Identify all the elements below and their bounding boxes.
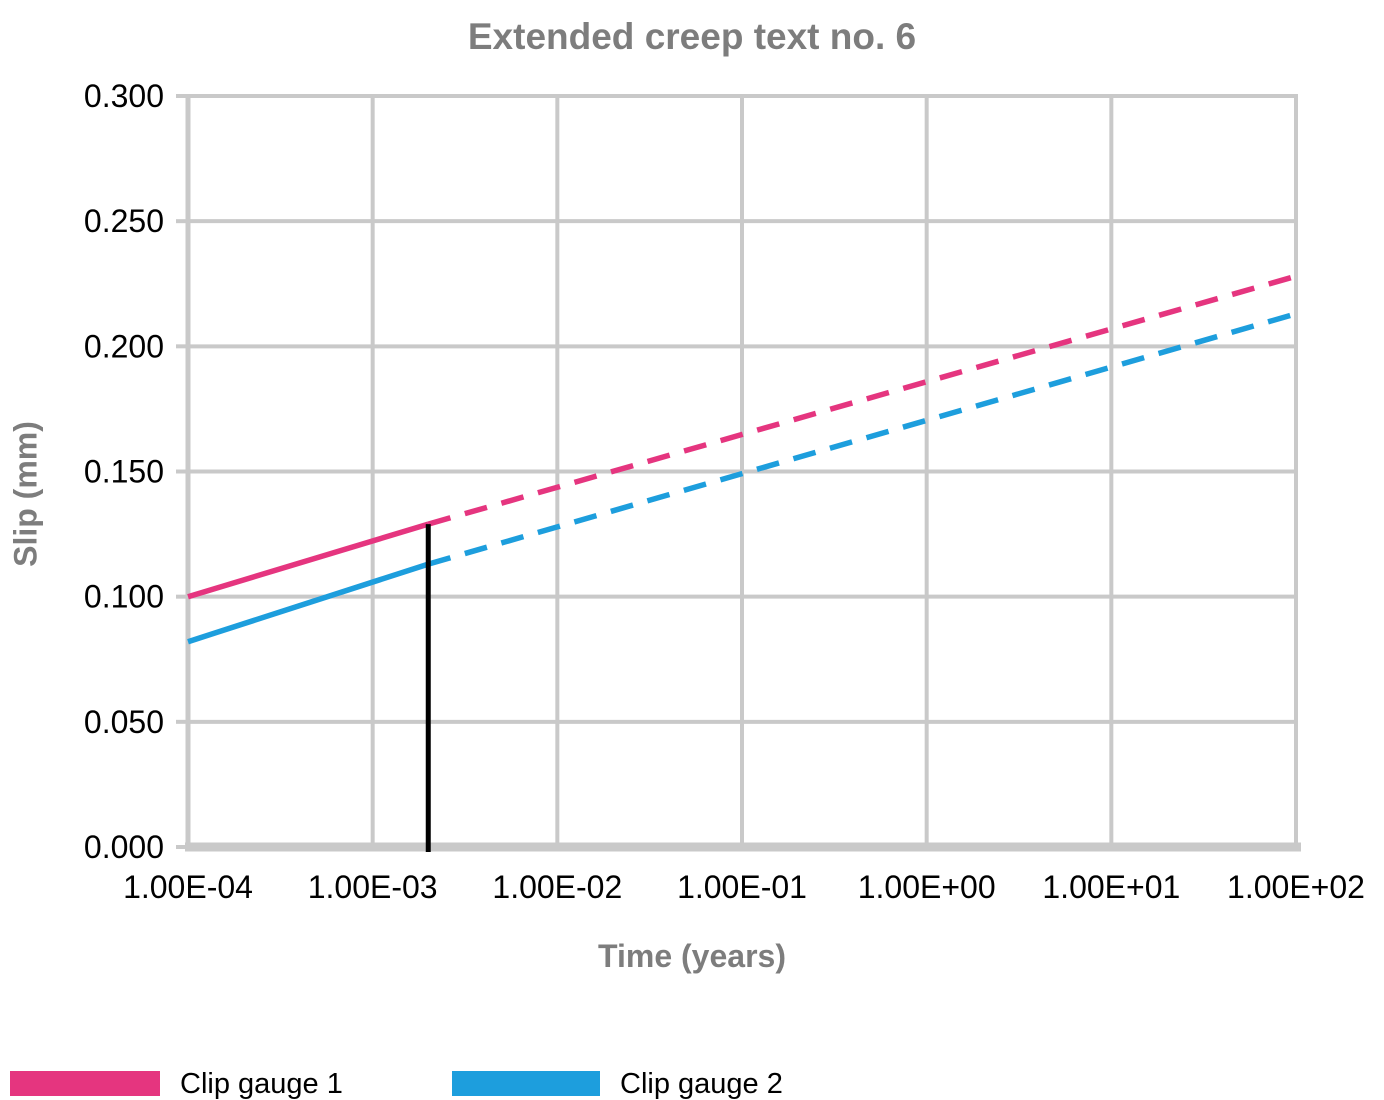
y-tick-label: 0.000: [84, 829, 164, 865]
legend: Clip gauge 1 Clip gauge 2: [0, 1064, 1384, 1100]
x-tick-label: 1.00E-03: [308, 869, 438, 905]
y-tick-label: 0.250: [84, 203, 164, 239]
series-line-clip-gauge-2-solid: [187, 561, 430, 645]
plot-area: 0.000 0.050 0.100 0.150 0.200 0.250 0.300 1.00E…: [84, 78, 1365, 905]
legend-swatch-clip-gauge-2: [452, 1071, 600, 1096]
y-tick-label: 0.100: [84, 579, 164, 615]
series-line-clip-gauge-1-solid: [187, 521, 430, 600]
x-tick-label: 1.00E+00: [858, 869, 996, 905]
legend-label-clip-gauge-2: Clip gauge 2: [620, 1068, 783, 1100]
x-tick-label: 1.00E-02: [492, 869, 622, 905]
x-tick-label: 1.00E-04: [123, 869, 253, 905]
y-tick-label: 0.050: [84, 704, 164, 740]
y-tick-label: 0.200: [84, 328, 164, 364]
chart-title: Extended creep text no. 6: [467, 16, 917, 57]
x-axis-title: Time (years): [598, 938, 786, 974]
x-tick-label: 1.00E+01: [1042, 869, 1180, 905]
x-tick-label: 1.00E-01: [677, 869, 807, 905]
y-tick-label: 0.300: [84, 78, 164, 114]
x-tick-label: 1.00E+02: [1227, 869, 1365, 905]
legend-label-clip-gauge-1: Clip gauge 1: [180, 1068, 343, 1100]
y-tick-label: 0.150: [84, 454, 164, 490]
y-axis-title: Slip (mm): [7, 421, 44, 567]
legend-swatch-clip-gauge-1: [10, 1071, 160, 1096]
